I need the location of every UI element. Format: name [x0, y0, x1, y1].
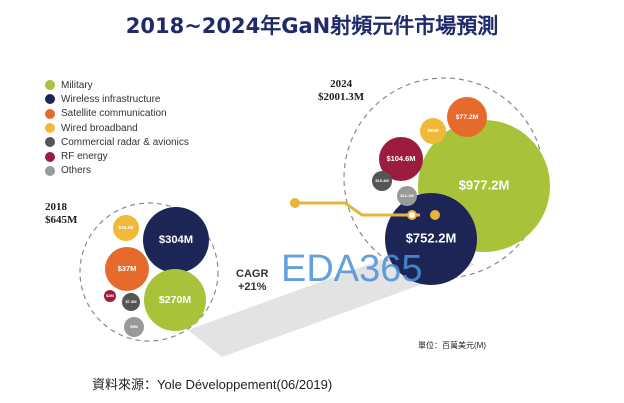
legend: Military Wireless infrastructure Satellite… [45, 78, 189, 178]
bubble-label-2024: $977.2M [459, 177, 510, 192]
bubble-2024 [372, 171, 392, 191]
watermark-dot [430, 210, 440, 220]
legend-label: Military [61, 79, 93, 91]
bubble-2018 [113, 215, 139, 241]
unit-note: 單位：百萬美元(M) [418, 341, 486, 350]
bubble-label-2018: $7.3M [125, 299, 137, 304]
bubble-label-2018: $37M [118, 264, 137, 273]
bubble-2018 [143, 207, 209, 273]
bubble-label-2024: $12.1M [400, 193, 414, 198]
legend-swatch [45, 94, 55, 105]
legend-label: Commercial radar & avionics [61, 136, 189, 148]
group-outline-2018 [79, 202, 219, 342]
watermark-dot [407, 210, 417, 220]
bubble-2018 [104, 290, 116, 302]
bubble-label-2018: $2M [106, 293, 114, 298]
watermark-dot [290, 198, 300, 208]
source-note: 資料來源：Yole Développement(06/2019) [92, 377, 333, 392]
bubble-2018 [105, 247, 149, 291]
bubble-label-2018: $9M [130, 324, 138, 329]
bubble-2024 [447, 97, 487, 137]
legend-swatch [45, 151, 55, 162]
legend-item: Wireless infrastructure [45, 92, 189, 106]
bubble-label-2024: $77.2M [456, 114, 479, 121]
chart-title: 2018~2024年GaN射頻元件市場預測 [125, 14, 499, 38]
bubble-label-2018: $270M [159, 294, 191, 306]
legend-item: RF energy [45, 149, 189, 163]
bubble-label-2024: $104.6M [386, 154, 415, 163]
legend-item: Military [45, 78, 189, 92]
legend-label: Wireless infrastructure [61, 93, 161, 105]
legend-label: Satellite communication [61, 108, 167, 120]
year-2024: 2024 [330, 78, 353, 90]
legend-swatch [45, 80, 55, 91]
bubble-2018 [122, 293, 140, 311]
bubble-label-2024: $752.2M [406, 230, 457, 245]
cagr-line1: CAGR [236, 268, 269, 280]
total-2018: $645M [45, 214, 78, 226]
legend-swatch [45, 137, 55, 148]
cagr-label: CAGR +21% [236, 268, 268, 294]
watermark-trace [290, 201, 420, 217]
bubble-2018 [144, 269, 206, 331]
legend-item: Commercial radar & avionics [45, 135, 189, 149]
legend-item: Others [45, 164, 189, 178]
bubble-label-2024: $65M [427, 128, 438, 133]
legend-label: RF energy [61, 151, 108, 163]
bubble-label-2018: $15.3M [119, 225, 134, 230]
legend-item: Satellite communication [45, 107, 189, 121]
total-2024: $2001.3M [318, 91, 365, 103]
legend-swatch [45, 123, 55, 134]
year-label-2024: 2024 $2001.3M [318, 78, 364, 104]
legend-item: Wired broadband [45, 121, 189, 135]
bubble-label-2018: $304M [159, 234, 193, 246]
bubble-label-2024: $15.4M [375, 178, 389, 183]
year-2018: 2018 [45, 201, 67, 213]
legend-label: Others [61, 165, 92, 177]
watermark: EDA365 [281, 198, 440, 290]
legend-swatch [45, 165, 55, 176]
legend-label: Wired broadband [61, 122, 138, 134]
bubble-2024 [397, 186, 417, 206]
bubble-2018 [124, 317, 144, 337]
legend-swatch [45, 108, 55, 119]
cagr-line2: +21% [237, 281, 267, 293]
bubble-2024 [420, 118, 446, 144]
watermark-text: EDA365 [281, 248, 423, 290]
year-label-2018: 2018 $645M [45, 201, 77, 227]
bubble-2024 [379, 137, 423, 181]
